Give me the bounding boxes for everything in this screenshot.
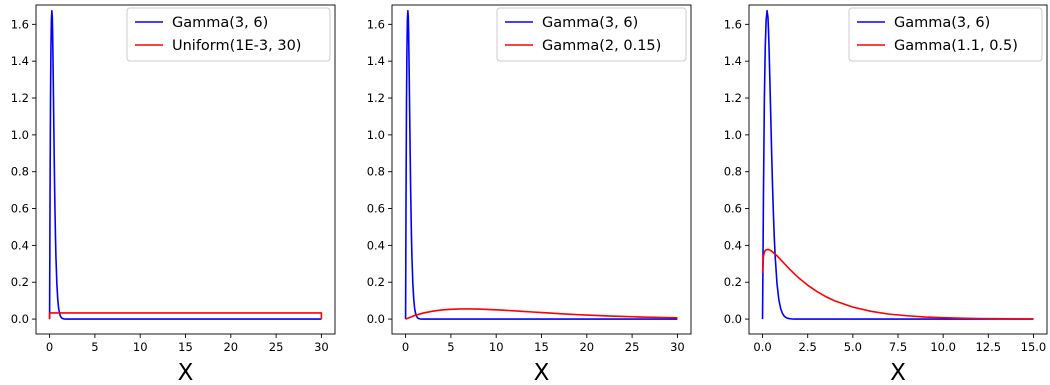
chart-panel-2: 0 5 10 15 20 25 30 0.0 0.2 0.4 0.6 0.8 1.0 1.2 1.4 1.6 X… — [367, 4, 692, 385]
x-tick-label: 5 — [91, 340, 98, 354]
y-tick-label: 1.4 — [367, 54, 385, 68]
x-axis-label: X — [178, 360, 194, 385]
y-tick-label: 0.4 — [11, 238, 29, 252]
legend: Gamma(3, 6) Gamma(1.1, 0.5) — [848, 7, 1043, 62]
y-tick-label: 0.8 — [11, 165, 29, 179]
y-tick-label: 0.2 — [367, 275, 385, 289]
x-tick-label: 30 — [314, 340, 329, 354]
x-tick-label: 5 — [447, 340, 454, 354]
y-tick-label: 1.4 — [724, 54, 742, 68]
y-tick-label: 1.4 — [11, 54, 29, 68]
y-tick-label: 0.6 — [367, 202, 385, 216]
x-tick-label: 0 — [402, 340, 409, 354]
y-tick-label: 1.6 — [367, 17, 385, 31]
legend-label: Gamma(3, 6) — [172, 15, 268, 31]
y-tick-label: 0.0 — [724, 312, 742, 326]
chart-panel-3: 0.0 2.5 5.0 7.5 10.0 12.5 15.0 0.0 0.2 0.4 0.6 0.8 1… — [724, 4, 1048, 385]
series-line-1 — [48, 9, 322, 320]
y-tick-label: 1.2 — [367, 91, 385, 105]
x-tick-label: 15 — [178, 340, 193, 354]
legend-box — [496, 7, 687, 62]
legend-label: Gamma(3, 6) — [542, 15, 638, 31]
series-line-2 — [761, 248, 1034, 320]
y-tick-label: 1.0 — [724, 128, 742, 142]
x-tick-label: 25 — [625, 340, 640, 354]
x-tick-label: 10.0 — [930, 340, 956, 354]
y-tick-label: 1.2 — [11, 91, 29, 105]
x-tick-label: 0 — [46, 340, 53, 354]
x-tick-label: 20 — [579, 340, 594, 354]
series-line-1 — [404, 9, 678, 320]
series-line-1 — [761, 9, 1034, 320]
y-tick-label: 0.8 — [724, 165, 742, 179]
x-axis-label: X — [890, 360, 906, 385]
y-tick-label: 0.4 — [367, 238, 385, 252]
legend-box — [848, 7, 1043, 62]
y-tick-label: 0.6 — [11, 202, 29, 216]
y-tick-label: 0.2 — [11, 275, 29, 289]
y-tick-label: 1.0 — [367, 128, 385, 142]
chart-panel-1: 0 5 10 15 20 25 30 0.0 0.2 0.4 0.6 0.8 1.0 1.2 1.4 1.6 X… — [11, 4, 336, 385]
x-tick-label: 0.0 — [753, 340, 771, 354]
y-tick-label: 1.0 — [11, 128, 29, 142]
x-tick-label: 20 — [223, 340, 238, 354]
x-tick-label: 15.0 — [1021, 340, 1047, 354]
series-line-2 — [48, 312, 323, 320]
y-tick-label: 1.6 — [11, 17, 29, 31]
y-tick-label: 0.8 — [367, 165, 385, 179]
legend: Gamma(3, 6) Uniform(1E-3, 30) — [126, 7, 331, 62]
y-tick-label: 0.0 — [367, 312, 385, 326]
x-tick-label: 2.5 — [799, 340, 817, 354]
y-tick-label: 0.4 — [724, 238, 742, 252]
x-tick-label: 7.5 — [889, 340, 907, 354]
x-tick-label: 10 — [133, 340, 148, 354]
legend-box — [126, 7, 331, 62]
x-tick-label: 15 — [534, 340, 549, 354]
y-tick-label: 0.2 — [724, 275, 742, 289]
x-tick-label: 5.0 — [844, 340, 862, 354]
legend-label: Gamma(3, 6) — [894, 15, 990, 31]
plots: 0 5 10 15 20 25 30 0.0 0.2 0.4 0.6 0.8 1.0 1.2 1.4 1.6 X… — [11, 4, 1048, 385]
x-axis-label: X — [534, 360, 550, 385]
y-tick-label: 0.0 — [11, 312, 29, 326]
x-tick-label: 30 — [670, 340, 685, 354]
legend-label: Gamma(2, 0.15) — [542, 38, 661, 54]
x-tick-label: 12.5 — [975, 340, 1001, 354]
x-tick-label: 10 — [489, 340, 504, 354]
x-tick-label: 25 — [269, 340, 284, 354]
series-line-2 — [405, 308, 678, 320]
legend-label: Gamma(1.1, 0.5) — [894, 38, 1018, 54]
legend-label: Uniform(1E-3, 30) — [172, 38, 301, 54]
y-tick-label: 1.2 — [724, 91, 742, 105]
y-tick-label: 0.6 — [724, 202, 742, 216]
legend: Gamma(3, 6) Gamma(2, 0.15) — [496, 7, 687, 62]
y-tick-label: 1.6 — [724, 17, 742, 31]
